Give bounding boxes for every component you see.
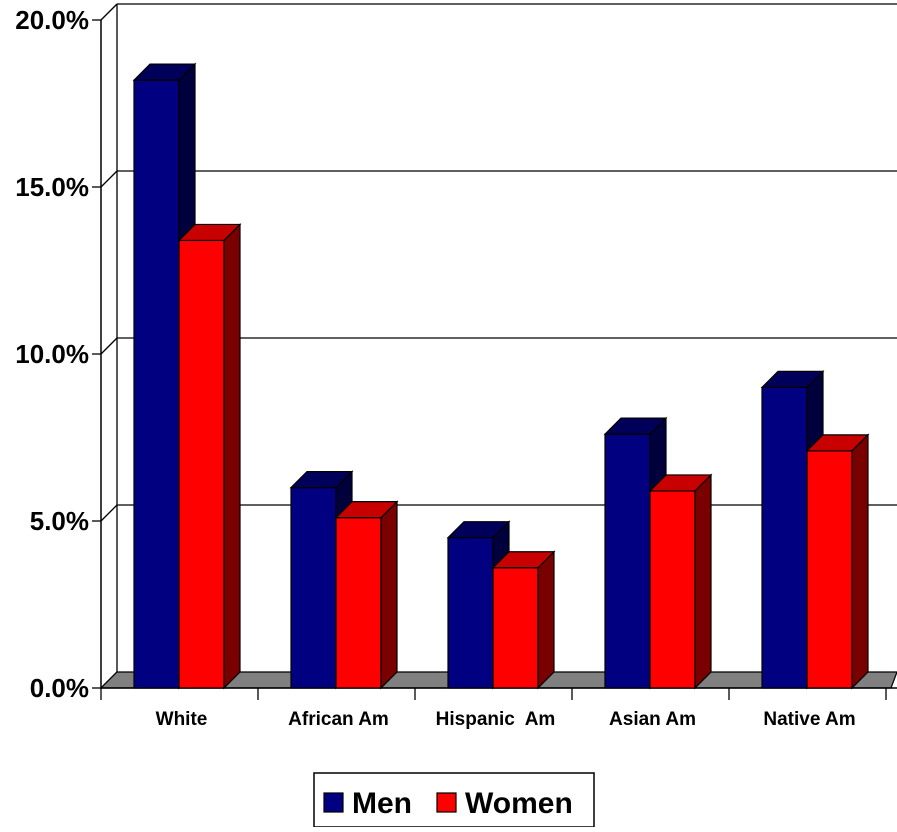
bar-front <box>492 567 539 689</box>
bar-front <box>806 450 853 689</box>
bar-top <box>177 223 242 242</box>
bar-top <box>760 370 825 388</box>
bar-women <box>805 433 870 690</box>
y-tick-label: 0.0% <box>30 673 89 703</box>
bar-side <box>694 473 712 690</box>
bar-side <box>380 500 398 690</box>
bar-front <box>447 537 494 689</box>
bar-top <box>648 474 713 492</box>
x-tick-label: Hispanic Am <box>436 709 556 730</box>
bar-front <box>604 433 651 689</box>
bar-top <box>603 417 668 435</box>
gridline-connector <box>100 170 118 188</box>
bar-front <box>290 487 337 689</box>
y-tick-label: 10.0% <box>15 339 89 369</box>
bar-top <box>334 501 399 519</box>
legend-label-women: Women <box>465 787 573 820</box>
bar-side <box>223 222 241 690</box>
bar-women <box>334 500 399 690</box>
bar-top <box>491 551 556 569</box>
gridline-connector <box>100 504 118 522</box>
bar-front <box>761 386 808 689</box>
gridline-connector <box>100 337 118 355</box>
x-tick-label: African Am <box>288 709 389 730</box>
x-tick-label: White <box>156 709 208 730</box>
bar-front <box>649 490 696 689</box>
bar-women <box>648 473 713 690</box>
legend-swatch-men <box>323 792 344 813</box>
axis-labels: 0.0% 5.0% 10.0% 15.0% 20.0% White African Am Hi… <box>15 5 855 730</box>
bar-women <box>177 222 242 690</box>
legend-swatch-women <box>436 792 457 813</box>
legend-label-men: Men <box>352 787 412 820</box>
bar-side <box>851 433 869 690</box>
legend: Men Women <box>313 772 595 828</box>
x-tick-label: Native Am <box>763 709 855 730</box>
bar-top <box>446 521 511 539</box>
bar-women <box>491 550 556 690</box>
y-tick-label: 5.0% <box>30 506 89 536</box>
y-tick-label: 20.0% <box>15 5 89 35</box>
x-tick-label: Asian Am <box>609 709 696 730</box>
bar-top <box>289 471 354 489</box>
bar-front <box>178 239 225 689</box>
bar-top <box>132 63 197 81</box>
bar-side <box>537 550 555 690</box>
y-tick-label: 15.0% <box>15 172 89 202</box>
bar-top <box>805 434 870 452</box>
bars <box>132 62 870 690</box>
gridline-connector <box>100 3 118 21</box>
bar-front <box>133 79 180 689</box>
bar-front <box>335 517 382 689</box>
